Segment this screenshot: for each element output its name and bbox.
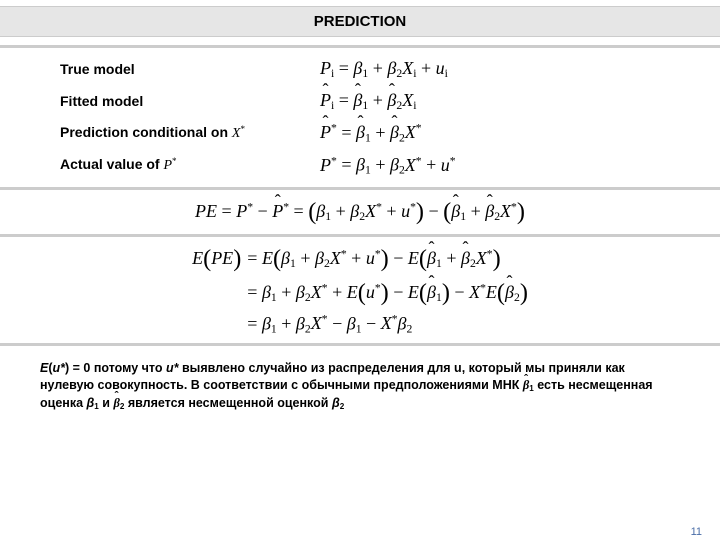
row-true-model: True model Pi = β1 + β2Xi + ui [60,58,660,80]
ft13: 2 [340,402,345,411]
row-prediction: Prediction conditional on X* P* = β1 + β… [60,122,660,144]
eq-prediction: P* = β1 + β2X* [320,122,422,144]
footer-text: E(u*) = 0 потому что u* выявлено случайн… [0,354,720,413]
eq-epe: E(PE) = E(β1 + β2X* + u*) − E(β1 + β2X*)… [40,245,680,335]
ft11: является несмещенной оценкой [124,396,332,410]
ft3: u* [53,361,66,375]
label-actual-text: Actual value of [60,156,163,172]
page-number: 11 [691,526,702,538]
label-prediction-text: Prediction conditional on [60,124,232,140]
label-actual: Actual value of P* [60,156,320,174]
eq-epe-l2 [192,279,241,307]
page-title: PREDICTION [0,6,720,37]
ft12: β [332,396,340,410]
row-fitted-model: Fitted model Pi = β1 + β2Xi [60,90,660,112]
eq-true-model: Pi = β1 + β2Xi + ui [320,58,448,80]
separator [0,343,720,346]
eq-epe-l3 [192,313,241,335]
ft10: и [99,396,114,410]
label-prediction: Prediction conditional on X* [60,124,320,142]
row-actual: Actual value of P* P* = β1 + β2X* + u* [60,154,660,176]
label-true-model: True model [60,61,320,77]
eq-actual: P* = β1 + β2X* + u* [320,154,456,176]
separator [0,45,720,48]
eq-epe-r3: = β1 + β2X* − β1 − X*β2 [247,313,528,335]
eq-pe: PE = P* − P* = (β1 + β2X* + u*) − (β1 + … [40,198,680,226]
ft5: u* [166,361,179,375]
eq-epe-r2: = β1 + β2X* + E(u*) − E(β1) − X*E(β2) [247,279,528,307]
ft4: ) = 0 потому что [65,361,166,375]
eq-epe-r1: = E(β1 + β2X* + u*) − E(β1 + β2X*) [247,245,528,273]
model-rows: True model Pi = β1 + β2Xi + ui Fitted mo… [0,58,720,177]
label-fitted-model: Fitted model [60,93,320,109]
separator [0,234,720,237]
eq-epe-l1: E(PE) [192,245,241,273]
separator [0,187,720,190]
eq-fitted-model: Pi = β1 + β2Xi [320,90,416,112]
